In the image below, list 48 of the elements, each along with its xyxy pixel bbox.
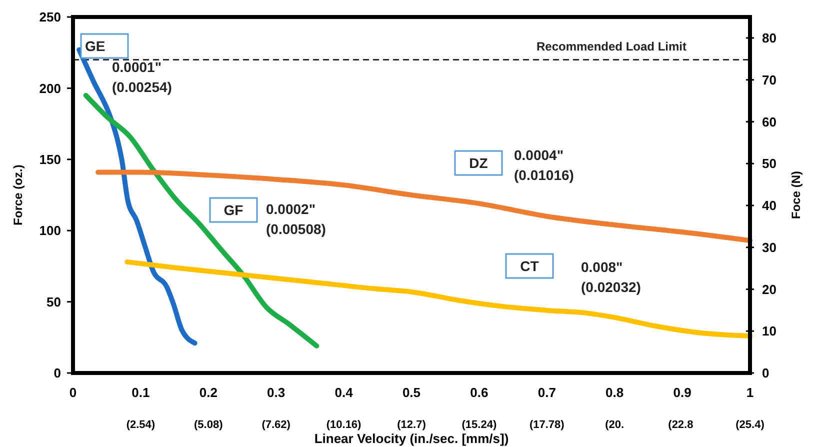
y-axis-title: Force (oz.) [11,164,25,226]
x-tick-label: 0.1 [132,385,150,400]
y-tick-label: 150 [39,152,61,167]
annotation: 0.0001" (0.00254) [112,59,172,95]
x2-tick-label: (15.24) [462,419,497,431]
y2-tick-label: 50 [762,156,776,172]
x2-tick-label: (7.62) [262,419,291,431]
x-tick-label: 0.3 [267,385,286,400]
x2-tick-label: (10.16) [326,419,362,431]
y2-tick-label: 40 [762,198,776,214]
text: DZ [469,154,488,171]
x2-tick-label: (22.8 [668,419,694,431]
y-tick-label: 50 [46,294,61,310]
x-tick-label: 0.7 [538,385,556,400]
y2-tick-label: 70 [762,72,776,88]
x-tick-label: 1 [746,385,754,400]
y2-tick-label: 10 [762,324,776,339]
x-axis-title: Linear Velocity (in./sec. [mm/s]) [314,431,509,446]
series-label: GE [85,38,106,54]
x-tick-label: 0.4 [334,385,354,400]
x2-tick-label: (12.7) [397,419,426,431]
y2-tick-label: 30 [762,240,776,255]
y-tick-label: 250 [39,10,61,25]
y2-tick-label: 60 [762,114,776,130]
y2-tick-label: 80 [762,30,776,46]
x2-tick-label: (17.78) [529,419,565,431]
x-tick-label: 0.5 [402,385,421,400]
text: CT [520,258,540,274]
x-tick-label: 0 [69,385,77,400]
annotation: 0.0002" (0.00508) [266,201,326,237]
ref-line-label: Recommended Load Limit [536,40,687,54]
x-tick-label: 0.8 [606,385,624,400]
series-label: GF [224,202,244,218]
x2-tick-label: (25.4) [736,419,765,431]
y-tick-label: 200 [39,80,61,96]
y2-axis-title: Foce (N) [789,170,803,219]
y2-tick-label: 0 [762,366,770,381]
annotation: 0.0004" (0.01016) [514,147,574,183]
x-tick-label: 0.2 [199,385,218,400]
x2-tick-label: (2.54) [126,419,156,431]
y-tick-label: 0 [54,366,61,381]
y-tick-label: 100 [39,223,61,238]
x-tick-label: 0.9 [673,385,692,400]
annotation: 0.008" (0.02032) [581,259,641,295]
x2-tick-label: (20. [605,419,624,431]
x2-tick-label: (5.08) [194,419,224,431]
y2-tick-label: 20 [762,282,776,297]
x-tick-label: 0.6 [470,385,488,400]
